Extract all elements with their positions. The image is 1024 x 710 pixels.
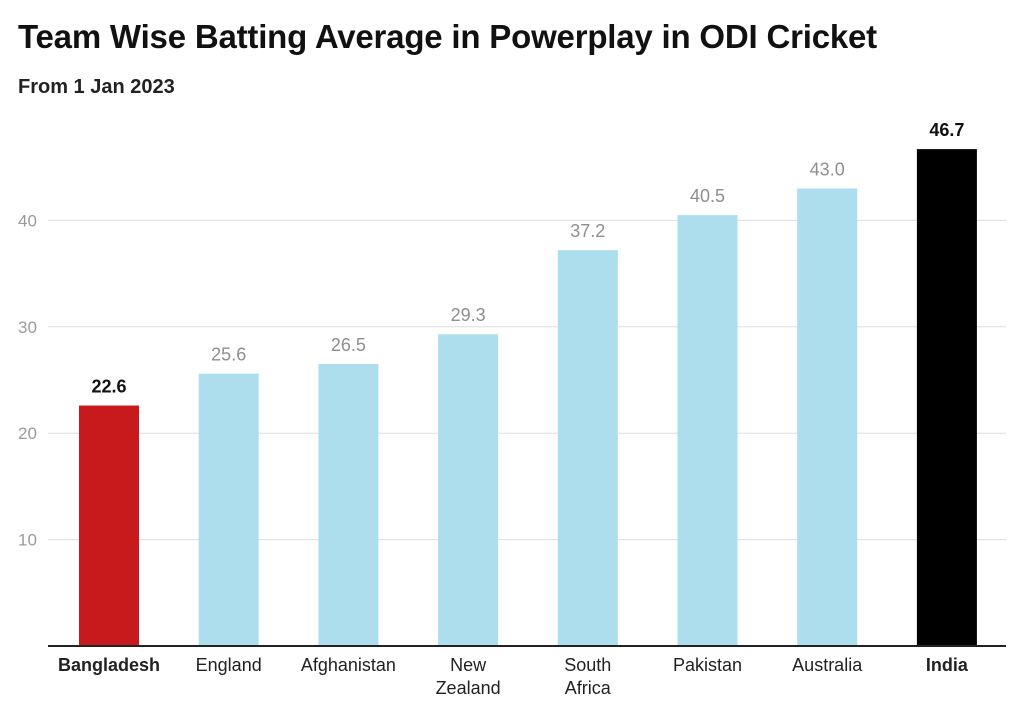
bar [198,373,259,646]
bar-value-label: 40.5 [690,186,725,206]
y-tick-label: 20 [18,424,37,443]
bar [797,188,858,647]
x-tick-label: England [196,655,262,675]
bar [677,215,738,646]
x-tick-label: Pakistan [673,655,742,675]
chart-title: Team Wise Batting Average in Powerplay i… [18,18,877,55]
y-tick-label: 30 [18,318,37,337]
bar-value-label: 37.2 [570,221,605,241]
x-tick-label: Bangladesh [58,655,160,675]
x-tick-label: India [926,655,969,675]
bar-value-label: 29.3 [451,305,486,325]
x-tick-label: New Zealand [436,655,501,698]
bar-value-label: 43.0 [810,159,845,179]
x-tick-label: Australia [792,655,863,675]
bar [318,364,379,646]
bar [557,250,618,646]
y-tick-label: 10 [18,531,37,550]
bar [438,334,499,646]
bar-value-label: 26.5 [331,335,366,355]
x-tick-label: South Africa [564,655,612,698]
bar-value-label: 22.6 [91,377,126,397]
y-tick-label: 40 [18,211,37,230]
bar [79,405,139,646]
chart-subtitle: From 1 Jan 2023 [18,76,175,98]
bar [916,149,977,646]
bar-value-label: 46.7 [929,120,964,140]
bar-value-label: 25.6 [211,345,246,365]
x-tick-label: Afghanistan [301,655,396,675]
